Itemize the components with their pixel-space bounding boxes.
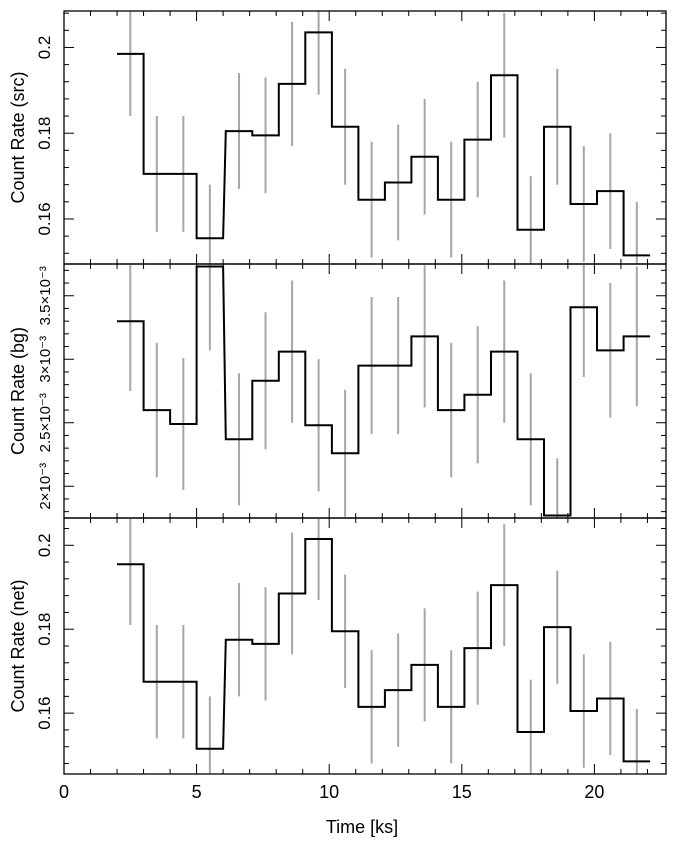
x-axis-label: Time [ks] (326, 817, 398, 837)
y-tick-label: 3×10⁻³ (37, 336, 54, 383)
panel-frame (63, 263, 667, 519)
rate-step-line (117, 265, 651, 517)
panel-frame (63, 10, 667, 265)
panel-frame (63, 517, 667, 775)
x-tick-label: 15 (452, 782, 472, 802)
y-axis-label: Count Rate (src) (8, 71, 28, 203)
panel-2: 2×10⁻³ 2.5×10⁻³ 3×10⁻³ 3.5×10⁻³ Count Rate (… (8, 263, 667, 519)
y-axis-label: Count Rate (net) (8, 579, 28, 712)
y-tick-label: 2.5×10⁻³ (37, 393, 54, 452)
y-tick-label: 0.2 (35, 533, 54, 557)
panel-3: 0.16 0.18 0.2 Count Rate (net) 0 5 10 15 20 (8, 517, 667, 802)
y-axis-label: Count Rate (bg) (8, 327, 28, 455)
y-tick-label: 3.5×10⁻³ (37, 266, 54, 325)
x-tick-label: 10 (319, 782, 339, 802)
x-tick-label: 20 (584, 782, 604, 802)
x-tick-label: 5 (192, 782, 202, 802)
y-tick-label: 0.16 (35, 202, 54, 235)
y-tick-label: 0.2 (35, 36, 54, 60)
y-tick-label: 0.18 (35, 613, 54, 646)
rate-step-line (117, 31, 651, 257)
rate-step-line (117, 538, 651, 763)
panel-1: 0.16 0.18 0.2 Count Rate (src) (8, 10, 667, 265)
y-tick-label: 2×10⁻³ (37, 463, 54, 510)
x-tick-label: 0 (59, 782, 69, 802)
y-tick-label: 0.16 (35, 697, 54, 730)
y-tick-label: 0.18 (35, 117, 54, 150)
